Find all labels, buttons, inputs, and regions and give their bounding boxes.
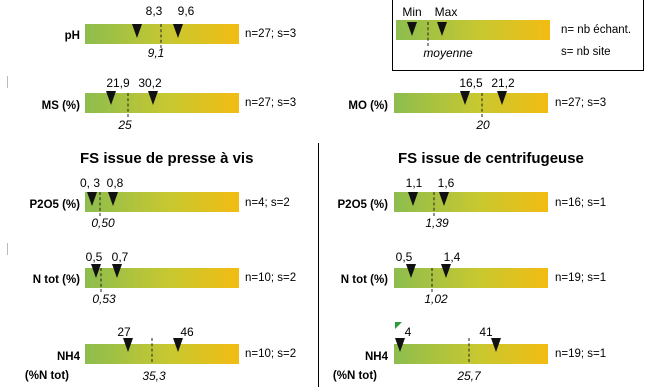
legend-avg-line	[427, 22, 429, 46]
left-nh4-min-marker	[123, 338, 133, 352]
right-p2o5-min-marker	[408, 192, 418, 206]
right-p2o5-max-marker	[439, 192, 449, 206]
left-p2o5-max-marker	[108, 192, 118, 206]
left-p2o5-min-value: 0, 3	[79, 176, 101, 190]
right-nh4-max-value: 41	[479, 325, 493, 339]
legend-n-text: n= nb échant.	[561, 24, 632, 36]
right-p2o5-max-value: 1,6	[437, 176, 455, 190]
right-nh4-bar	[394, 344, 548, 364]
right-nh4-min-marker	[395, 338, 405, 352]
ph-avg-value: 9,1	[147, 46, 165, 60]
left-ntot-label: N tot (%)	[32, 274, 80, 286]
ms-ns-text: n=27; s=3	[245, 97, 297, 109]
ms-tick	[7, 76, 8, 88]
left-nh4-label: NH4	[56, 351, 80, 363]
left-nh4-avg-line	[151, 338, 153, 362]
right-ntot-label: N tot (%)	[340, 274, 388, 286]
right-ntot-ns-text: n=19; s=1	[555, 272, 607, 284]
legend-min-label: Min	[402, 5, 422, 19]
mo-bar	[394, 93, 548, 113]
left-ntot-min-value: 0,5	[85, 250, 103, 264]
mo-min-marker	[460, 91, 470, 105]
legend-min-marker	[407, 22, 417, 36]
right-p2o5-avg-value: 1,39	[425, 216, 449, 230]
ph-max-value: 9,6	[177, 4, 195, 18]
ph-avg-line	[160, 24, 162, 48]
legend-max-label: Max	[434, 5, 458, 19]
mo-avg-value: 20	[476, 118, 490, 132]
legend-max-marker	[437, 22, 447, 36]
legend-s-text: s= nb site	[561, 46, 611, 58]
left-nh4-unit-label: (%N tot)	[24, 370, 69, 382]
ph-bar	[85, 24, 239, 44]
right-p2o5-label: P2O5 (%)	[337, 199, 389, 211]
ms-min-value: 21,9	[106, 76, 130, 90]
legend-avg-label: moyenne	[423, 46, 473, 60]
corner-triangle	[395, 322, 402, 329]
left-section-title: FS issue de presse à vis	[80, 150, 254, 167]
left-ntot-min-marker	[91, 264, 101, 278]
right-p2o5-min-value: 1,1	[405, 176, 423, 190]
left-p2o5-bar	[85, 192, 239, 212]
left-nh4-min-value: 27	[117, 325, 131, 339]
ms-max-marker	[148, 91, 158, 105]
ph-min-value: 8,3	[145, 4, 163, 18]
left-nh4-avg-value: 35,3	[142, 369, 166, 383]
left-nh4-bar	[85, 344, 239, 364]
ms-label: MS (%)	[41, 100, 80, 112]
mo-ns-text: n=27; s=3	[555, 97, 607, 109]
left-nh4-max-marker	[173, 338, 183, 352]
ph-min-marker	[132, 24, 142, 38]
right-p2o5-bar	[394, 192, 548, 212]
right-ntot-min-marker	[406, 264, 416, 278]
left-ntot-max-marker	[112, 264, 122, 278]
left-nh4-max-value: 46	[180, 325, 194, 339]
ms-bar	[85, 93, 239, 113]
mo-label: MO (%)	[348, 100, 388, 112]
left-ntot-avg-value: 0,53	[92, 292, 116, 306]
mo-max-marker	[497, 91, 507, 105]
legend-box	[392, 0, 644, 71]
ph-ns-text: n=27; s=3	[245, 28, 297, 40]
ph-max-marker	[173, 24, 183, 38]
right-p2o5-ns-text: n=16; s=1	[555, 197, 607, 209]
right-nh4-avg-line	[468, 338, 470, 362]
right-nh4-ns-text: n=19; s=1	[555, 348, 607, 360]
right-nh4-avg-value: 25,7	[457, 369, 481, 383]
left-p2o5-avg-value: 0,50	[91, 216, 115, 230]
legend-bar	[396, 20, 550, 40]
ms-min-marker	[106, 91, 116, 105]
left-p2o5-ns-text: n=4; s=2	[245, 197, 290, 209]
section-divider	[318, 143, 319, 387]
left-p2o5-label: P2O5 (%)	[29, 199, 81, 211]
right-ntot-avg-line	[431, 268, 433, 292]
mo-max-value: 21,2	[491, 76, 515, 90]
right-p2o5-avg-line	[433, 192, 435, 216]
left-nh4-ns-text: n=10; s=2	[245, 348, 297, 360]
left-ntot-ns-text: n=10; s=2	[245, 272, 297, 284]
ms-avg-value: 25	[118, 118, 132, 132]
right-nh4-min-value: 4	[404, 325, 412, 339]
ms-avg-line	[127, 93, 129, 117]
right-ntot-max-marker	[441, 264, 451, 278]
left-ntot-bar	[85, 268, 239, 288]
left-ntot-avg-line	[100, 268, 102, 292]
right-ntot-bar	[394, 268, 548, 288]
right-ntot-max-value: 1,4	[443, 250, 461, 264]
right-ntot-min-value: 0,5	[395, 250, 413, 264]
left-ntot-max-value: 0,7	[111, 250, 129, 264]
right-nh4-unit-label: (%N tot)	[332, 370, 377, 382]
ms-max-value: 30,2	[138, 76, 162, 90]
right-section-title: FS issue de centrifugeuse	[398, 150, 584, 167]
left-p2o5-min-marker	[87, 192, 97, 206]
right-nh4-label: NH4	[364, 351, 388, 363]
mo-min-value: 16,5	[459, 76, 483, 90]
left-p2o5-avg-line	[99, 192, 101, 216]
left-p2o5-max-value: 0,8	[106, 176, 124, 190]
right-nh4-max-marker	[491, 338, 501, 352]
right-ntot-avg-value: 1,02	[424, 292, 448, 306]
ntot-tick	[7, 243, 8, 255]
ph-label: pH	[64, 30, 80, 42]
mo-avg-line	[481, 93, 483, 117]
